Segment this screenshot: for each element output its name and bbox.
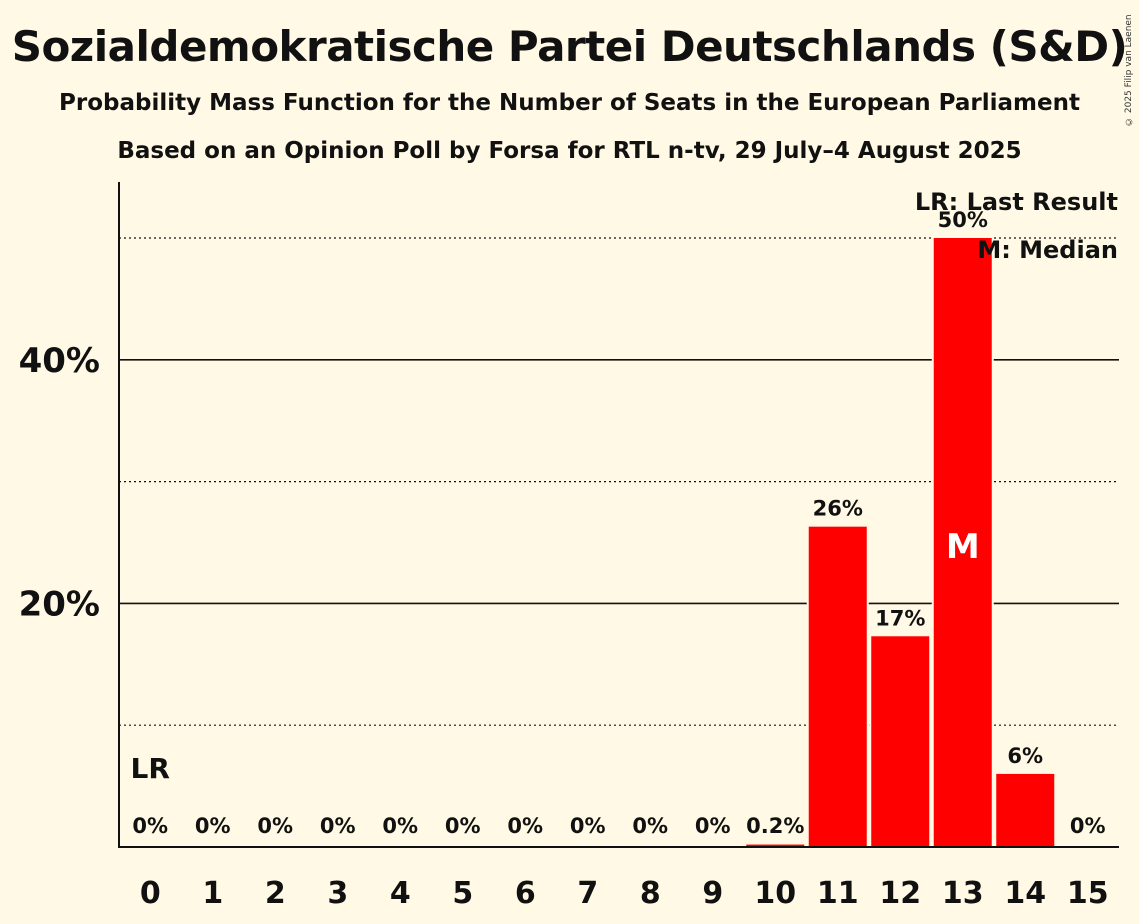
- value-label: 50%: [938, 208, 988, 232]
- bar: [933, 238, 992, 847]
- value-label: 17%: [875, 606, 925, 630]
- bar: [871, 636, 930, 847]
- x-tick-label: 13: [942, 876, 984, 911]
- value-label: 0%: [257, 814, 293, 838]
- x-tick-label: 7: [577, 876, 598, 911]
- last-result-marker: LR: [131, 752, 170, 785]
- x-tick-label: 9: [702, 876, 723, 911]
- x-tick-label: 11: [817, 876, 859, 911]
- legend-last-result: LR: Last Result: [915, 188, 1118, 216]
- x-tick-label: 3: [327, 876, 348, 911]
- x-tick-label: 12: [879, 876, 921, 911]
- y-tick-label: 40%: [19, 341, 100, 381]
- value-label: 0%: [695, 814, 731, 838]
- x-tick-label: 8: [640, 876, 661, 911]
- chart-subtitle: Probability Mass Function for the Number…: [59, 90, 1080, 116]
- x-tick-label: 5: [452, 876, 473, 911]
- chart-source: Based on an Opinion Poll by Forsa for RT…: [117, 138, 1022, 164]
- value-label: 0%: [195, 814, 231, 838]
- value-label: 0%: [632, 814, 668, 838]
- value-label: 0.2%: [746, 814, 804, 838]
- x-tick-label: 4: [390, 876, 411, 911]
- x-tick-label: 2: [265, 876, 286, 911]
- chart-title: Sozialdemokratische Partei Deutschlands …: [11, 22, 1128, 71]
- value-label: 0%: [1070, 814, 1106, 838]
- x-tick-label: 10: [754, 876, 796, 911]
- x-tick-label: 0: [140, 876, 161, 911]
- value-label: 6%: [1007, 744, 1043, 768]
- value-label: 0%: [382, 814, 418, 838]
- value-label: 0%: [445, 814, 481, 838]
- value-label: 26%: [813, 497, 863, 521]
- value-label: 0%: [507, 814, 543, 838]
- x-tick-label: 15: [1067, 876, 1109, 911]
- value-label: 0%: [320, 814, 356, 838]
- x-tick-label: 6: [515, 876, 536, 911]
- x-tick-label: 14: [1004, 876, 1046, 911]
- x-tick-label: 1: [202, 876, 223, 911]
- y-tick-label: 20%: [19, 584, 100, 624]
- bar: [746, 844, 805, 847]
- bar: [808, 526, 867, 847]
- value-label: 0%: [570, 814, 606, 838]
- value-label: 0%: [132, 814, 168, 838]
- bar: [996, 773, 1055, 847]
- legend-median: M: Median: [977, 236, 1118, 264]
- median-marker: M: [946, 527, 980, 567]
